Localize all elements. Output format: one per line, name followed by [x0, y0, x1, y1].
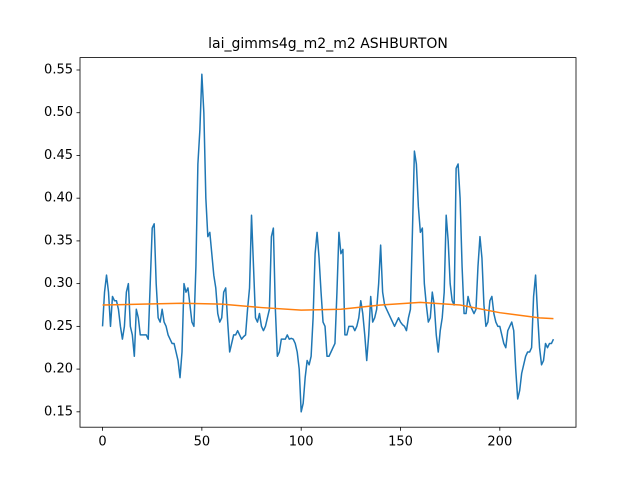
x-tick-label: 0: [98, 435, 106, 450]
x-tick-label: 50: [194, 435, 211, 450]
data-line: [101, 73, 555, 413]
y-tick-label: 0.40: [44, 191, 73, 206]
chart-title: lai_gimms4g_m2_m2 ASHBURTON: [208, 36, 448, 52]
y-tick-label: 0.45: [44, 148, 73, 163]
y-tick-label: 0.20: [44, 362, 73, 377]
y-tick-label: 0.55: [44, 62, 73, 77]
x-tick-label: 200: [487, 435, 512, 450]
y-tick-label: 0.25: [44, 319, 73, 334]
y-tick-label: 0.50: [44, 105, 73, 120]
y-tick-label: 0.15: [44, 404, 73, 419]
plot-frame: [79, 57, 577, 428]
data-line: [102, 301, 554, 320]
x-tick-label: 100: [289, 435, 314, 450]
y-tick-label: 0.30: [44, 276, 73, 291]
y-tick-label: 0.35: [44, 233, 73, 248]
x-tick-label: 150: [388, 435, 413, 450]
